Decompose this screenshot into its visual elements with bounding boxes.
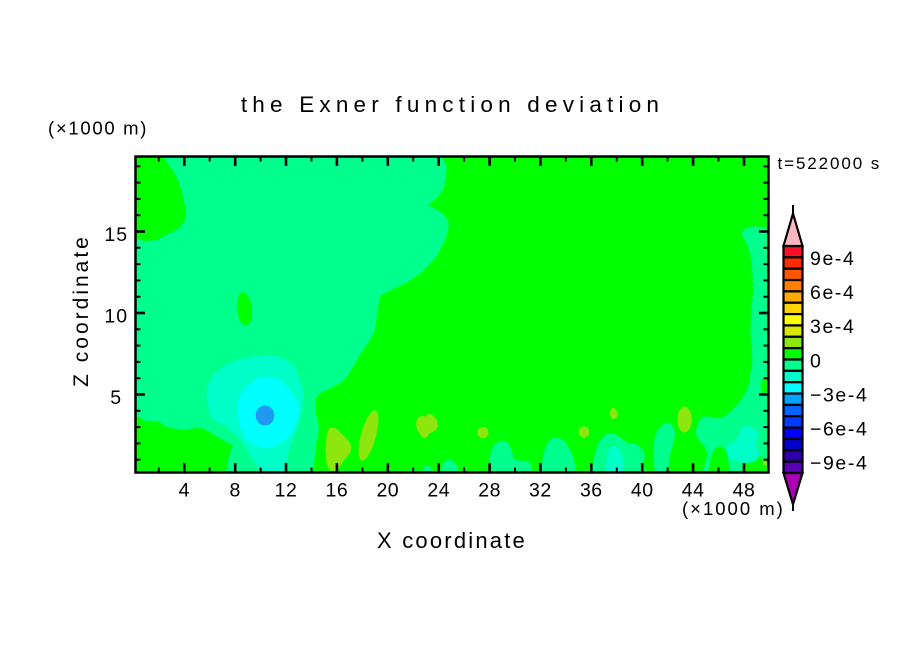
svg-text:28: 28 <box>478 479 501 501</box>
svg-text:(×1000 m): (×1000 m) <box>682 498 785 519</box>
svg-text:0: 0 <box>810 350 822 372</box>
svg-text:5: 5 <box>110 387 122 409</box>
svg-text:8: 8 <box>230 479 241 501</box>
svg-text:X coordinate: X coordinate <box>377 528 527 553</box>
svg-text:Z coordinate: Z coordinate <box>70 234 93 387</box>
svg-text:20: 20 <box>376 479 399 501</box>
svg-text:36: 36 <box>580 479 603 501</box>
svg-text:−6e-4: −6e-4 <box>810 418 868 440</box>
svg-text:12: 12 <box>275 479 298 501</box>
svg-text:6e-4: 6e-4 <box>810 282 855 304</box>
svg-text:−3e-4: −3e-4 <box>810 384 868 406</box>
svg-text:−9e-4: −9e-4 <box>810 452 868 474</box>
svg-text:9e-4: 9e-4 <box>810 248 855 270</box>
svg-text:40: 40 <box>631 479 654 501</box>
svg-text:3e-4: 3e-4 <box>810 316 855 338</box>
svg-text:16: 16 <box>326 479 349 501</box>
svg-text:15: 15 <box>104 224 128 246</box>
svg-text:t=522000 s: t=522000 s <box>778 154 882 173</box>
svg-text:24: 24 <box>427 479 450 501</box>
svg-text:32: 32 <box>529 479 552 501</box>
svg-text:4: 4 <box>179 479 190 501</box>
svg-text:(×1000 m): (×1000 m) <box>48 118 148 139</box>
svg-text:44: 44 <box>682 479 705 501</box>
svg-text:48: 48 <box>733 479 756 501</box>
svg-text:10: 10 <box>104 306 128 328</box>
svg-text:the Exner function deviation: the Exner function deviation <box>241 92 664 117</box>
